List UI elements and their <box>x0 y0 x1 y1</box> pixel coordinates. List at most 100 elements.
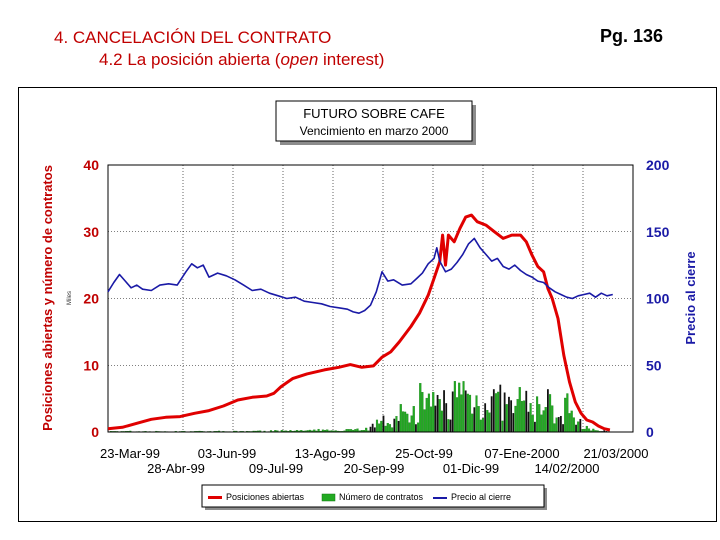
header: 4. CANCELACIÓN DEL CONTRATO 4.2 La posic… <box>54 27 384 71</box>
y-axis-left-units: Miles <box>67 291 73 305</box>
chart-frame <box>18 87 717 522</box>
y-axis-left-title: Posiciones abiertas y número de contrato… <box>40 165 55 431</box>
price-line <box>107 237 613 315</box>
volume-bar <box>508 396 510 432</box>
volume-bar <box>540 414 543 433</box>
volume-bar <box>421 392 424 433</box>
volume-bar <box>440 410 443 433</box>
volume-bar <box>378 423 381 433</box>
volume-bar <box>490 396 493 432</box>
volume-bar <box>494 393 498 433</box>
volume-bar <box>384 425 387 433</box>
volume-bar <box>473 407 476 432</box>
volume-bar <box>510 400 513 432</box>
y-tick-right-label: 200 <box>646 157 670 173</box>
volume-bar <box>458 382 461 433</box>
volume-bar <box>501 420 504 433</box>
volume-bar <box>549 394 552 433</box>
volume-bar <box>406 413 409 433</box>
volume-bar <box>557 417 560 432</box>
volume-bar <box>468 394 472 433</box>
x-axis-ticks: 23-Mar-99 03-Jun-99 13-Ago-99 25-Oct-99 07-E… <box>100 446 649 476</box>
volume-bar <box>382 415 385 432</box>
volume-bar <box>464 390 467 432</box>
volume-bar <box>425 397 428 433</box>
open-interest-line <box>107 213 611 432</box>
volume-bar <box>514 405 517 433</box>
volume-bar <box>417 422 420 433</box>
volume-bar <box>408 422 411 433</box>
volume-bar <box>391 427 394 433</box>
volume-bar <box>497 391 500 433</box>
volume-bar <box>466 393 469 433</box>
volume-bar <box>395 416 398 433</box>
volume-bar <box>410 415 413 433</box>
y-tick-left-label: 0 <box>91 424 99 440</box>
chart-subtitle: Vencimiento en marzo 2000 <box>300 124 449 138</box>
volume-bar <box>603 430 606 432</box>
volume-bar <box>542 410 545 433</box>
volume-bar <box>492 389 495 432</box>
volume-bar <box>536 396 539 433</box>
x-tick-label: 28-Abr-99 <box>147 461 205 476</box>
x-tick-label: 01-Dic-99 <box>443 461 499 476</box>
volume-bar <box>512 413 515 432</box>
volume-bar <box>484 403 487 432</box>
volume-bar <box>551 405 554 433</box>
x-tick-label: 09-Jul-99 <box>249 461 303 476</box>
volume-bar <box>579 418 582 432</box>
volume-bar <box>555 417 558 433</box>
volume-bar <box>475 395 478 433</box>
grid <box>108 165 633 432</box>
volume-bar <box>562 424 564 432</box>
volume-bar <box>534 421 536 432</box>
volume-bar <box>481 417 485 433</box>
volume-bar <box>455 397 459 433</box>
x-tick-label: 13-Ago-99 <box>295 446 356 461</box>
volume-bar <box>575 424 577 432</box>
x-tick-label: 14/02/2000 <box>534 461 599 476</box>
volume-series <box>109 381 610 433</box>
volume-bar <box>568 413 571 433</box>
volume-bar <box>423 409 426 433</box>
volume-bar <box>443 390 445 432</box>
volume-bar <box>499 384 502 432</box>
volume-bar <box>438 399 441 433</box>
subtitle-pre: 4.2 La posición abierta ( <box>99 50 281 69</box>
volume-bar <box>399 404 402 433</box>
y-tick-right-label: 50 <box>646 357 662 373</box>
y-tick-right-label: 0 <box>646 424 654 440</box>
volume-bar <box>479 419 482 433</box>
legend-swatch-price <box>433 497 447 499</box>
volume-bar <box>371 423 374 432</box>
volume-bar <box>547 389 549 432</box>
volume-bar <box>486 409 489 433</box>
volume-bar <box>415 424 417 432</box>
legend: Posiciones abiertas Número de contratos … <box>201 484 547 510</box>
volume-bar <box>553 423 556 433</box>
volume-bar <box>427 393 430 433</box>
volume-bar <box>445 403 448 432</box>
volume-bar <box>585 425 588 433</box>
chart-title: FUTURO SOBRE CAFE <box>303 106 445 121</box>
volume-bar <box>564 397 567 433</box>
volume-bar <box>531 414 534 433</box>
legend-swatch-volume <box>321 493 336 502</box>
volume-bar <box>460 394 463 433</box>
volume-bar <box>412 406 415 433</box>
volume-bar <box>527 411 530 432</box>
volume-bar <box>488 412 491 433</box>
volume-bar <box>523 400 526 433</box>
volume-bar <box>538 404 541 433</box>
volume-bar <box>449 419 452 432</box>
volume-bar <box>577 421 580 433</box>
legend-swatch-open-interest <box>208 496 222 499</box>
page-number: Pg. 136 <box>600 26 664 46</box>
volume-bar <box>566 393 569 433</box>
volume-bar <box>369 426 372 432</box>
x-tick-label: 20-Sep-99 <box>344 461 405 476</box>
plot-area <box>107 164 634 433</box>
x-tick-label: 03-Jun-99 <box>198 446 257 461</box>
x-tick-label: 07-Ene-2000 <box>484 446 559 461</box>
